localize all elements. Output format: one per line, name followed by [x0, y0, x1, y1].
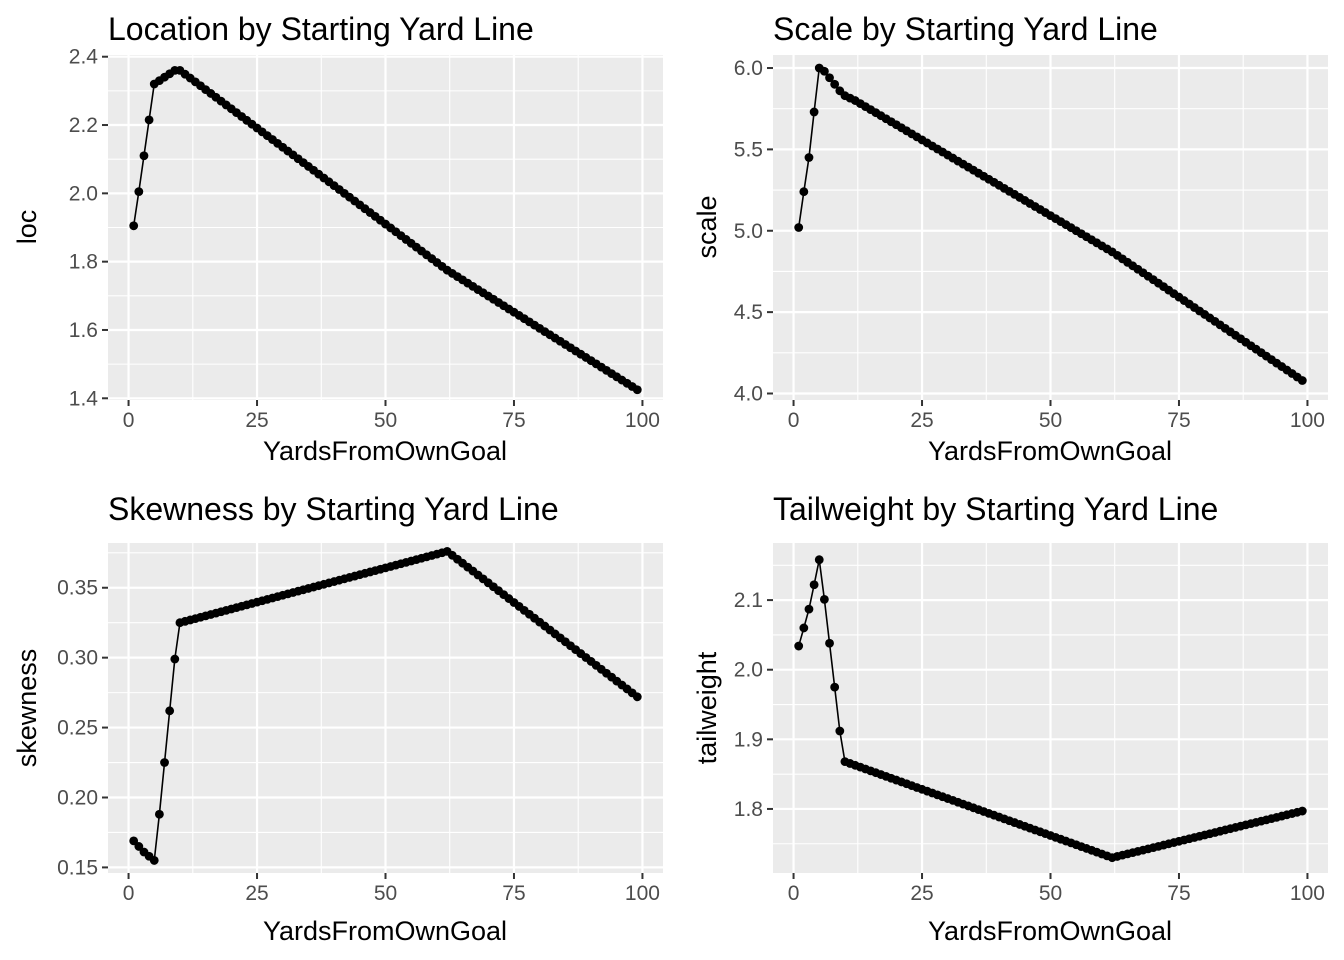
data-point [825, 73, 834, 83]
y-tick-label: 1.8 [69, 251, 98, 274]
x-tick-label: 0 [788, 409, 800, 432]
x-axis-title: YardsFromOwnGoal [263, 916, 507, 946]
data-point [134, 842, 144, 851]
plot-area: 0.15 0.20 0.25 0.30 0.35 0 25 50 75 100 [57, 543, 663, 905]
data-point [804, 604, 814, 614]
x-tick-label: 50 [374, 882, 397, 905]
x-tick-label: 0 [123, 882, 135, 905]
y-tick-label: 1.6 [69, 319, 98, 342]
data-point [170, 654, 180, 664]
x-tick-label: 100 [1290, 409, 1325, 432]
data-point [804, 153, 814, 162]
data-point [794, 223, 804, 232]
x-axis-title: YardsFromOwnGoal [928, 916, 1172, 946]
chart-title: Location by Starting Yard Line [108, 11, 534, 47]
x-tick-label: 100 [625, 882, 660, 905]
x-tick-label: 100 [1290, 882, 1325, 905]
y-tick-label: 2.0 [734, 659, 763, 682]
plot-area: 1.8 1.9 2.0 2.1 0 25 50 75 100 [734, 543, 1328, 905]
data-point [809, 107, 819, 117]
y-tick-label: 0.35 [57, 577, 98, 600]
y-tick-label: 4.5 [734, 301, 763, 324]
x-axis-title: YardsFromOwnGoal [928, 436, 1172, 466]
x-tick-label: 100 [625, 409, 660, 432]
chart-title: Scale by Starting Yard Line [773, 11, 1158, 47]
y-tick-label: 2.0 [69, 182, 98, 205]
y-axis-title: tailweight [692, 651, 722, 764]
x-tick-label: 50 [1039, 882, 1062, 905]
y-tick-label: 4.0 [734, 382, 763, 405]
y-tick-label: 5.5 [734, 138, 763, 161]
x-tick-label: 25 [910, 409, 933, 432]
panel-skewness: 0.15 0.20 0.25 0.30 0.35 0 25 50 75 100 Skewness … [12, 491, 663, 946]
data-point [799, 187, 809, 197]
y-tick-label: 5.0 [734, 220, 763, 243]
x-tick-label: 50 [1039, 409, 1062, 432]
data-point [819, 66, 829, 76]
data-point [799, 623, 809, 633]
y-tick-label: 1.9 [734, 728, 763, 751]
panel-tailweight: 1.8 1.9 2.0 2.1 0 25 50 75 100 Tailweight by Sta… [692, 491, 1328, 946]
data-point [1297, 806, 1307, 816]
y-tick-label: 0.30 [57, 647, 98, 670]
plot-area: 1.4 1.6 1.8 2.0 2.2 2.4 0 25 50 75 100 [69, 46, 663, 432]
x-tick-label: 0 [123, 409, 135, 432]
data-point [154, 809, 164, 819]
data-point [144, 115, 154, 125]
x-tick-label: 75 [1167, 882, 1190, 905]
data-point [165, 706, 175, 716]
data-point [632, 385, 642, 395]
data-point [825, 638, 834, 648]
data-point [819, 594, 829, 604]
y-axis-title: scale [692, 195, 722, 258]
y-tick-label: 6.0 [734, 57, 763, 80]
y-tick-label: 2.2 [69, 114, 98, 137]
data-point [1297, 376, 1307, 385]
data-point [814, 555, 824, 565]
data-point [139, 151, 149, 161]
data-point [830, 79, 840, 89]
x-tick-label: 25 [245, 409, 268, 432]
y-tick-label: 1.4 [69, 387, 99, 410]
y-tick-label: 2.1 [734, 589, 763, 612]
data-point [129, 221, 139, 231]
data-point [160, 758, 169, 767]
data-point [632, 692, 642, 702]
x-tick-label: 25 [245, 882, 268, 905]
data-point [134, 187, 144, 197]
data-point [149, 856, 159, 865]
chart-title: Tailweight by Starting Yard Line [773, 491, 1218, 527]
data-point [830, 682, 840, 692]
panel-scale: 4.0 4.5 5.0 5.5 6.0 0 25 50 75 100 Scale by Start… [692, 11, 1328, 466]
x-tick-label: 75 [1167, 409, 1190, 432]
panel-location: 1.4 1.6 1.8 2.0 2.2 2.4 0 25 50 75 100 Location by… [12, 11, 663, 466]
x-axis-title: YardsFromOwnGoal [263, 436, 507, 466]
data-point [835, 726, 845, 736]
x-tick-label: 75 [502, 882, 525, 905]
y-tick-label: 2.4 [69, 46, 99, 69]
y-tick-label: 0.25 [57, 717, 98, 740]
x-tick-label: 50 [374, 409, 397, 432]
x-tick-label: 0 [788, 882, 800, 905]
y-tick-label: 0.20 [57, 786, 98, 809]
y-tick-label: 0.15 [57, 856, 98, 879]
y-axis-title: loc [12, 210, 42, 245]
plot-area: 4.0 4.5 5.0 5.5 6.0 0 25 50 75 100 [734, 55, 1328, 432]
x-tick-label: 25 [910, 882, 933, 905]
y-tick-label: 1.8 [734, 798, 763, 821]
data-point [809, 580, 819, 590]
data-point [129, 836, 139, 846]
data-point [794, 641, 804, 651]
chart-title: Skewness by Starting Yard Line [108, 491, 559, 527]
y-axis-title: skewness [12, 649, 42, 768]
x-tick-label: 75 [502, 409, 525, 432]
